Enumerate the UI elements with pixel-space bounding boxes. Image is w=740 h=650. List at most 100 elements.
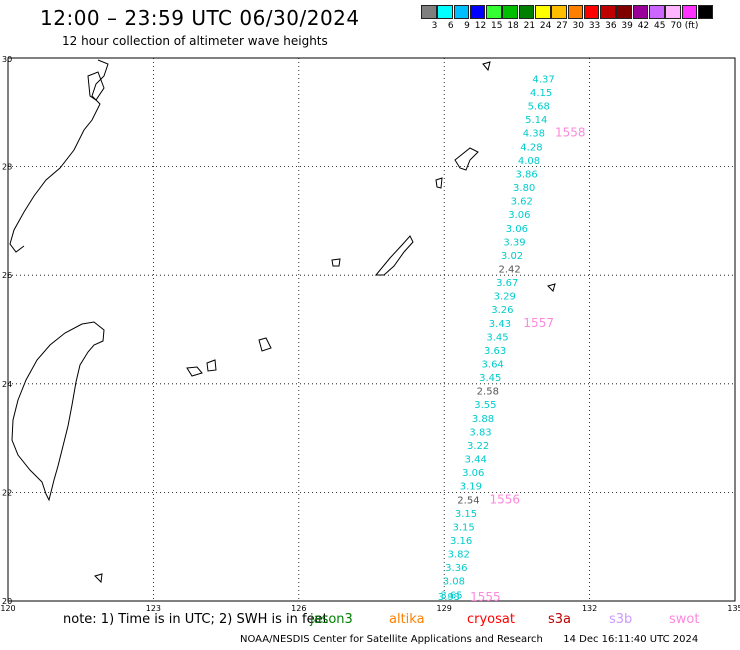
colorbar-swatch-10 [583, 5, 600, 19]
credit-text: NOAA/NESDIS Center for Satellite Applica… [240, 634, 543, 645]
colorbar-label: 3 [431, 21, 438, 31]
swh-value-label: 3.88 [472, 414, 494, 425]
swh-value-label: 3.06 [508, 210, 530, 221]
swh-value-label: 4.28 [520, 142, 542, 153]
colorbar-swatch-9 [567, 5, 584, 19]
colorbar-label: 36 [605, 21, 617, 31]
track-time-label: 1557 [523, 316, 554, 330]
track-time-labels: 1558 1557 1556 1555 [470, 126, 585, 604]
swh-value-label: 3.16 [450, 536, 472, 547]
colorbar-swatch-15 [665, 5, 681, 19]
swh-value-label: 2.54 [457, 495, 479, 506]
colorbar-swatch-7 [534, 5, 551, 19]
swh-value-label: 3.67 [496, 278, 518, 289]
island-miyako [258, 337, 272, 352]
island-south-small [94, 573, 103, 584]
colorbar-label: 9 [464, 21, 470, 31]
colorbar-swatch-16 [681, 5, 698, 19]
swh-value-label: 4.08 [518, 156, 540, 167]
lon-tick-label: 132 [582, 604, 597, 613]
swh-value-label: 3.36 [445, 563, 467, 574]
swh-value-label: 3.06 [462, 468, 484, 479]
island-amami [454, 147, 479, 171]
colorbar-label: 21 [523, 21, 536, 31]
taiwan-coastline [11, 321, 105, 502]
legend-swot: swot [669, 612, 700, 627]
island-kyushu-detail [87, 71, 105, 101]
map-subtitle: 12 hour collection of altimeter wave hei… [62, 34, 328, 48]
colorbar-label: 24 [539, 21, 552, 31]
colorbar-swatch-12 [616, 5, 632, 19]
map-title: 12:00 – 23:59 UTC 06/30/2024 [40, 6, 360, 30]
swh-value-label: 3.44 [465, 455, 487, 466]
colorbar-swatch-3 [469, 5, 486, 19]
legend-altika: altika [389, 612, 425, 627]
swh-value-label: 3.45 [479, 373, 501, 384]
colorbar-label: 70 (ft) [670, 21, 699, 31]
colorbar-label: 33 [588, 21, 601, 31]
swh-value-label: 3.63 [484, 346, 506, 357]
swh-value-label: 4.38 [523, 129, 545, 140]
colorbar-swatch-11 [600, 5, 616, 19]
lon-tick-label: 135 [727, 604, 740, 613]
swh-value-label: 3.08 [443, 577, 465, 588]
island-east-small [547, 283, 556, 292]
map-frame [7, 57, 736, 602]
island-okinawa [374, 235, 414, 276]
credit-timestamp: 14 Dec 16:11:40 UTC 2024 [563, 634, 699, 645]
lat-tick-label: 30 [2, 55, 12, 64]
swh-value-label: 3.82 [448, 550, 470, 561]
credit-line: NOAA/NESDIS Center for Satellite Applica… [240, 634, 698, 645]
legend-cryosat: cryosat [467, 612, 515, 627]
colorbar-label: 15 [491, 21, 503, 31]
swh-value-label: 3.86 [515, 169, 537, 180]
swh-value-label: 3.65 [440, 590, 462, 601]
swh-value-label: 3.55 [474, 400, 496, 411]
colorbar-label: 6 [447, 21, 454, 31]
altimeter-track: 4.37 4.15 5.68 5.14 4.38 4.28 4.08 3.86 3.80 3.62… [438, 74, 555, 603]
swh-value-label: 3.29 [494, 292, 516, 303]
lat-tick-label: 26 [2, 271, 12, 280]
colorbar-label: 30 [572, 21, 584, 31]
swh-value-label: 4.37 [532, 74, 554, 85]
colorbar-labels: 3 6 9 12 15 18 21 24 27 30 33 36 39 42 45 70 (ft) [421, 21, 710, 31]
colorbar-swatch-2 [453, 5, 470, 19]
island-kumejima [331, 258, 341, 267]
lat-tick-label: 20 [2, 597, 12, 606]
swh-value-label: 3.19 [460, 482, 482, 493]
swh-value-label: 3.15 [452, 522, 474, 533]
track-time-label: 1555 [470, 590, 501, 604]
colorbar-swatch-13 [632, 5, 649, 19]
colorbar-swatch-14 [648, 5, 665, 19]
colorbar-swatch-6 [518, 5, 535, 19]
swh-value-label: 3.62 [511, 197, 533, 208]
colorbar-label: 39 [621, 21, 633, 31]
island-kyushu-coast [9, 59, 109, 253]
island-ishigaki [186, 366, 203, 377]
colorbar-label: 12 [474, 21, 487, 31]
legend-s3b: s3b [609, 612, 633, 627]
lon-tick-label: 123 [146, 604, 161, 613]
swh-value-label: 3.64 [482, 360, 504, 371]
lon-tick-label: 126 [291, 604, 306, 613]
swh-value-label: 2.58 [477, 387, 499, 398]
island-iriomote [206, 359, 217, 372]
swh-value-label: 3.02 [501, 251, 523, 262]
island-tokunoshima [435, 177, 443, 189]
colorbar-swatch-1 [437, 5, 453, 19]
swh-value-label: 2.42 [498, 264, 520, 275]
colorbar-label: 45 [654, 21, 666, 31]
colorbar-swatch-8 [551, 5, 567, 19]
lat-tick-label: 28 [2, 163, 12, 172]
colorbar-swatch-0 [421, 5, 437, 19]
graticule [7, 57, 736, 602]
swh-value-label: 4.15 [530, 88, 552, 99]
legend-s3a: s3a [548, 612, 572, 627]
swh-value-label: 5.14 [525, 115, 547, 126]
swh-value-label: 3.83 [469, 427, 491, 438]
swh-value-label: 3.39 [503, 237, 525, 248]
lon-tick-label: 120 [0, 604, 15, 613]
colorbar-swatch-5 [502, 5, 518, 19]
colorbar-label: 42 [637, 21, 650, 31]
